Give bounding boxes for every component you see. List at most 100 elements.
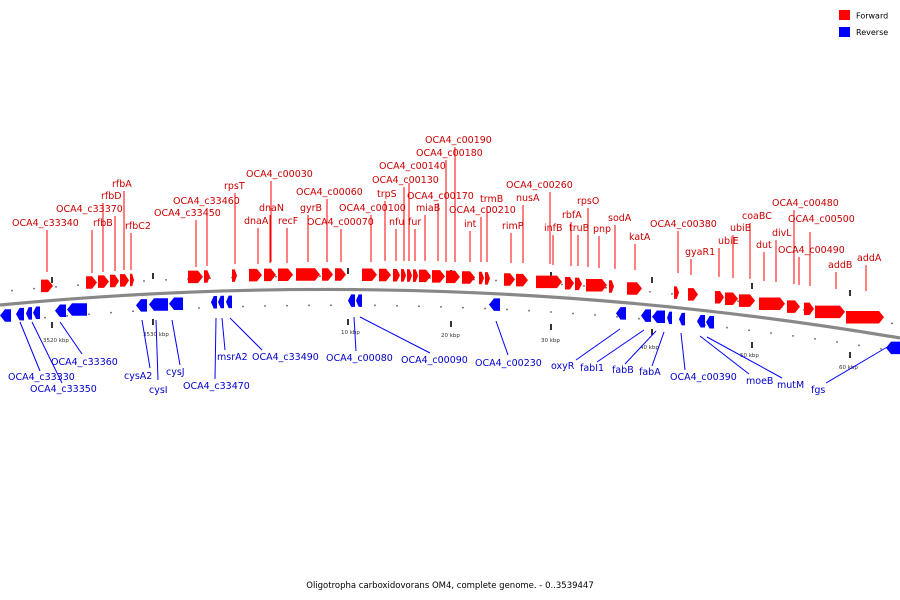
forward-gene-arrow [674,286,679,299]
forward-gene-arrow [787,300,800,313]
forward-gene-arrow [739,294,755,307]
forward-gene-arrow [446,270,460,284]
forward-gene-arrow [188,270,203,284]
forward-gene-arrow [575,277,582,291]
reverse-leader-line [155,319,159,381]
forward-gene-label: truB [569,223,589,234]
forward-gene-label: gyaR1 [685,247,715,258]
reverse-gene-label: fabA [639,367,661,378]
reverse-gene-arrow [26,307,32,320]
legend-forward-label: Forward [856,12,888,21]
tick-label: 30 kbp [541,338,560,344]
forward-gene-label: ubiE [718,236,739,247]
reverse-gene-label: OCA4_c33360 [51,357,118,368]
reverse-gene-arrow [0,309,11,322]
reverse-leader-line [680,332,686,371]
forward-gene-arrow [120,274,129,287]
legend-forward-swatch [839,10,850,20]
forward-gene-label: rimP [502,221,524,232]
reverse-gene-arrow [706,315,714,329]
reverse-gene-arrow [67,303,87,316]
reverse-gene-label: cysJ [166,367,185,378]
reverse-gene-arrows [0,294,900,355]
reverse-gene-label: fabB [612,365,634,376]
forward-gene-label: OCA4_c33340 [12,218,79,229]
forward-gene-arrow [432,270,445,283]
reverse-gene-arrow [211,296,217,309]
forward-gene-label: OCA4_c00130 [372,175,439,186]
reverse-leader-lines [19,316,890,384]
reverse-leader-line [19,321,41,372]
forward-gene-label: pnp [593,224,611,235]
forward-gene-label: OCA4_c00500 [788,214,855,225]
forward-gene-label: addA [857,253,882,264]
tick-label: 3520 kbp [43,338,69,344]
forward-gene-label: rpsO [577,196,599,207]
reverse-gene-arrow [136,299,147,312]
map-caption: Oligotropha carboxidovorans OM4, complet… [306,581,594,591]
forward-gene-arrow [130,273,134,287]
forward-gene-arrow [804,302,814,316]
forward-gene-label: dut [756,240,772,251]
reverse-gene-arrow [33,306,40,319]
forward-gene-label: OCA4_c33370 [56,204,123,215]
reverse-gene-label: msrA2 [217,352,248,363]
forward-gene-arrow [249,268,262,282]
forward-gene-label: OCA4_c00030 [246,169,313,180]
tick-label: 40 kbp [640,345,659,351]
forward-gene-arrow [715,291,724,304]
reverse-gene-arrow [218,295,224,309]
reverse-gene-arrow [679,312,685,326]
reverse-leader-line [651,331,665,367]
forward-gene-arrow [232,269,237,282]
forward-gene-label: int [464,219,477,230]
reverse-gene-arrow [149,298,168,311]
reverse-gene-label: OCA4_c00230 [475,358,542,369]
forward-gene-label: OCA4_c00170 [407,191,474,202]
forward-gene-label: OCA4_c00180 [416,148,483,159]
reverse-gene-label: OCA4_c00080 [326,353,393,364]
forward-gene-label: OCA4_c00070 [307,217,374,228]
forward-gene-arrows [41,268,884,324]
reverse-gene-label: moeB [746,376,773,387]
forward-gene-label: OCA4_c00140 [379,161,446,172]
forward-gene-arrow [565,276,574,290]
genome-backbone [0,287,900,340]
reverse-leader-line [699,335,750,375]
reverse-gene-label: cysI [149,385,168,396]
reverse-gene-label: mutM [777,380,804,391]
forward-gene-label: addB [828,260,852,271]
reverse-gene-arrow [886,341,900,355]
forward-gene-arrow [536,275,562,289]
reverse-leader-line [706,336,783,379]
reverse-leader-line [171,319,181,366]
reverse-gene-arrow [16,307,24,321]
reverse-gene-arrow [169,297,183,310]
forward-gene-label: infB [544,223,563,234]
reverse-leader-line [825,345,890,384]
forward-gene-arrow [485,272,490,285]
forward-gene-arrow [407,269,412,282]
forward-gene-arrow [759,297,785,311]
reverse-gene-label: OCA4_c33470 [183,381,250,392]
forward-gene-arrow [479,271,484,285]
forward-gene-arrow [86,276,97,289]
reverse-gene-arrow [697,314,705,328]
forward-gene-label: ubiB [730,223,751,234]
forward-gene-label: OCA4_c00190 [425,135,492,146]
forward-gene-arrow [322,268,333,281]
forward-gene-label: fur [408,217,421,228]
reverse-leader-line [624,330,657,365]
tick-label: 50 kbp [740,353,759,359]
forward-gene-label: nusA [516,193,540,204]
forward-gene-label: rfbA [112,179,132,190]
reverse-gene-label: OCA4_c33350 [30,384,97,395]
forward-gene-label: divL [772,228,792,239]
reverse-leader-line [495,320,509,356]
forward-gene-label: rfbB [93,218,113,229]
reverse-gene-label: OCA4_c00090 [401,355,468,366]
reverse-gene-label: OCA4_c00390 [670,372,737,383]
forward-gene-label: OCA4_c33450 [154,208,221,219]
reverse-gene-label: oxyR [551,361,575,372]
forward-gene-label: rfbC2 [125,221,151,232]
